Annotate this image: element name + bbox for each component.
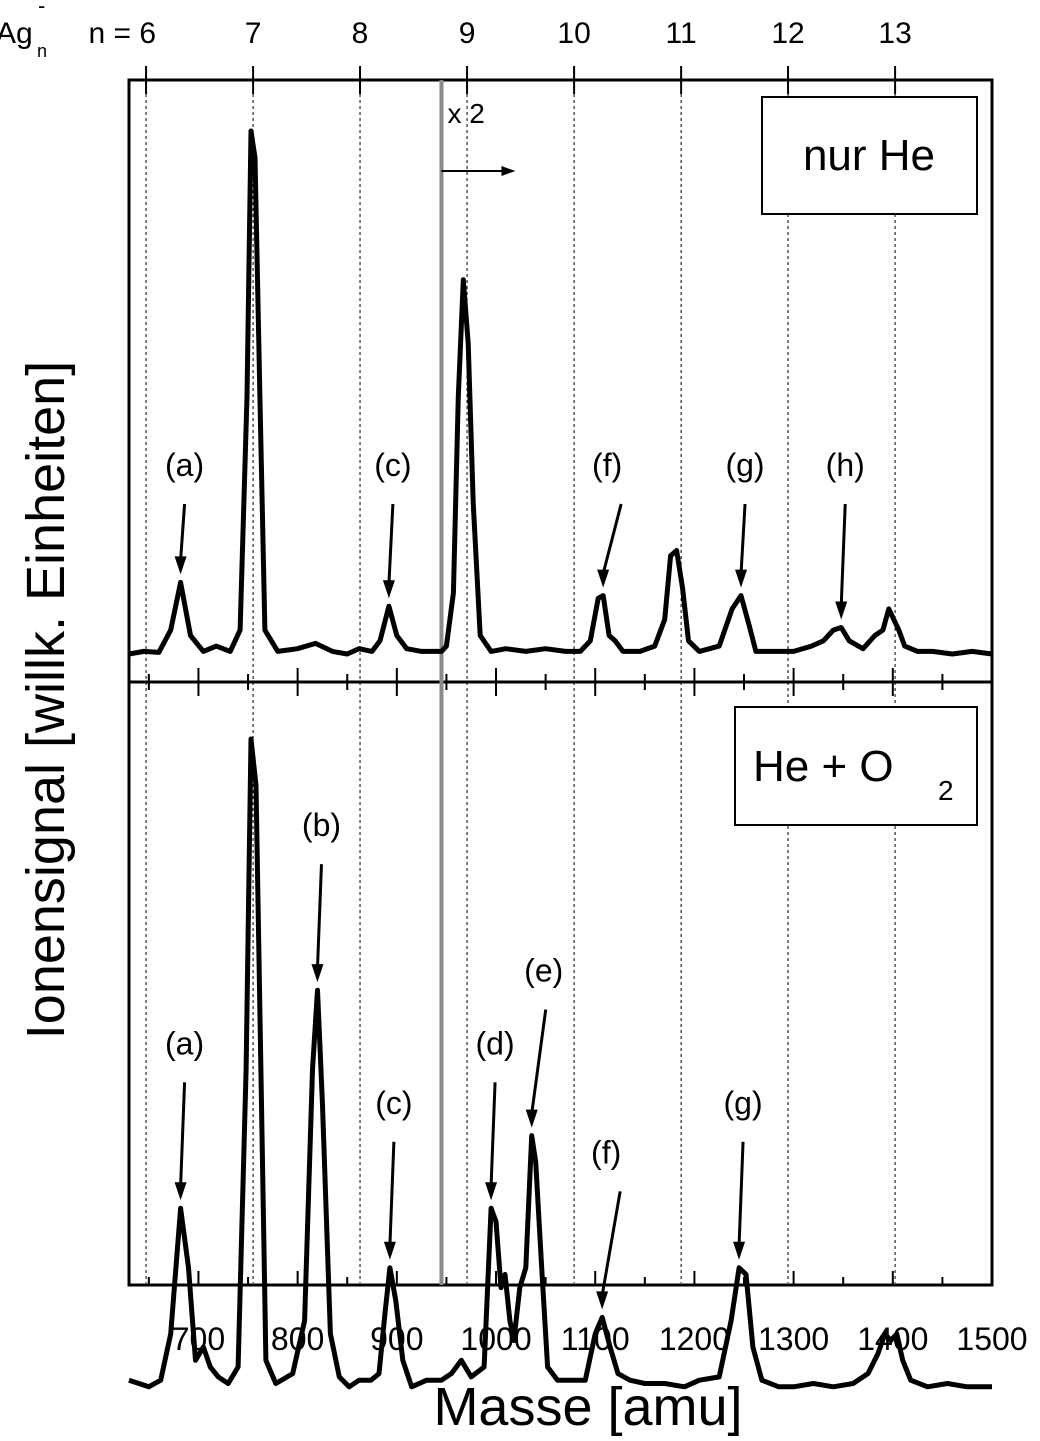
scale-change-marker: x 2: [441, 98, 516, 176]
axis-ticks: 700 800 900 1000 1100 1200 1300 1400 1500 7 8 9 10 11…: [145, 17, 1028, 1357]
peak-label: (h): [826, 447, 865, 483]
arrow-down-icon: [597, 569, 610, 588]
cluster-size-guides: [145, 82, 896, 1283]
peak-label: (e): [524, 953, 563, 989]
peak-arrow: [737, 1141, 745, 1246]
peak-annotations: (a) (c) (f) (g) (h) (a) (b) (c) (d)(e) (f) (g): [165, 447, 865, 1310]
scale-change-label: x 2: [447, 98, 484, 129]
peak-arrow: [489, 1082, 497, 1187]
legend-top: nur He: [761, 96, 978, 215]
x-tick-label: 1400: [857, 1321, 928, 1357]
x-tick-label: 1500: [956, 1321, 1027, 1357]
peak-label: (g): [725, 447, 764, 483]
peak-label: (a): [165, 1025, 204, 1061]
peak-arrow: [388, 1141, 396, 1246]
peak-label: (d): [476, 1025, 515, 1061]
y-axis-title: Ionensignal [willk. Einheiten]: [16, 361, 76, 1039]
peak-label: (f): [591, 1134, 621, 1170]
peak-annotation: (b): [302, 807, 341, 983]
top-axis-prefix-symbol: Ag: [0, 17, 33, 50]
top-axis-tick-label: 11: [666, 17, 697, 50]
x-tick-label: 800: [271, 1321, 324, 1357]
arrow-down-icon: [735, 569, 748, 588]
peak-annotation: (a): [165, 447, 204, 575]
peak-arrow: [179, 1082, 187, 1187]
top-axis-tick-label: 10: [557, 17, 590, 50]
legend-label: nur He: [803, 131, 935, 180]
series-line: [128, 736, 992, 1390]
x-tick-label: 1100: [561, 1321, 630, 1357]
arrow-down-icon: [383, 1241, 396, 1260]
peak-label: (a): [165, 447, 204, 483]
series-line: [128, 128, 993, 657]
peak-annotation: (f): [591, 1134, 622, 1310]
arrow-down-icon: [733, 1241, 746, 1260]
x-axis-title: Masse [amu]: [433, 1377, 742, 1437]
arrow-down-icon: [174, 556, 187, 575]
peak-arrow: [530, 1009, 548, 1114]
peak-arrow: [839, 503, 847, 606]
peak-annotation: (h): [826, 447, 865, 620]
peak-annotation: (f): [592, 447, 623, 588]
peak-arrow: [387, 503, 395, 585]
peak-label: (g): [723, 1085, 762, 1121]
series-layer: [128, 128, 993, 1390]
top-axis-tick-label: 12: [771, 17, 804, 50]
top-axis-tick-label: 13: [878, 17, 911, 50]
x-tick-label: 1000: [460, 1321, 531, 1357]
arrow-down-icon: [382, 580, 395, 599]
peak-annotation: (c): [374, 447, 412, 599]
top-axis-tick-label: 7: [245, 17, 262, 50]
top-axis-prefix-subscript: n: [37, 41, 47, 61]
top-axis-tick-label: 9: [459, 17, 476, 50]
peak-annotation: (c): [375, 1085, 413, 1260]
top-axis-first-label: n = 6: [88, 17, 156, 50]
peak-label: (c): [375, 1085, 412, 1121]
peak-arrow: [601, 503, 623, 575]
peak-annotation: (d): [476, 1025, 515, 1201]
peak-annotation: (a): [165, 1025, 204, 1201]
peak-arrow: [179, 503, 187, 561]
peak-label: (b): [302, 807, 341, 843]
peak-annotation: (g): [725, 447, 765, 588]
legend-bottom: He + O 2: [734, 706, 978, 826]
x-tick-label: 1300: [758, 1321, 829, 1357]
top-axis-tick-label: 8: [352, 17, 369, 50]
peak-label: (f): [592, 447, 622, 483]
peak-annotation: (e): [524, 953, 563, 1128]
arrow-down-icon: [311, 964, 324, 983]
top-axis-prefix-superscript: -: [38, 0, 45, 18]
x-tick-label: 900: [370, 1321, 423, 1357]
arrow-down-icon: [525, 1109, 538, 1128]
arrow-down-icon: [174, 1182, 187, 1201]
x-tick-label: 700: [172, 1321, 225, 1357]
peak-label: (c): [374, 447, 411, 483]
arrow-right-icon: [501, 166, 516, 176]
arrow-down-icon: [596, 1291, 609, 1310]
top-axis-prefix: Ag n - n = 6: [0, 0, 156, 61]
x-tick-label: 1200: [659, 1321, 730, 1357]
peak-arrow: [315, 864, 323, 969]
arrow-down-icon: [835, 601, 848, 620]
legend-label: He + O: [753, 742, 894, 791]
peak-arrow: [600, 1191, 622, 1296]
peak-annotation: (g): [723, 1085, 763, 1260]
arrow-down-icon: [485, 1182, 498, 1201]
legend-subscript: 2: [938, 775, 954, 806]
peak-arrow: [739, 503, 747, 574]
